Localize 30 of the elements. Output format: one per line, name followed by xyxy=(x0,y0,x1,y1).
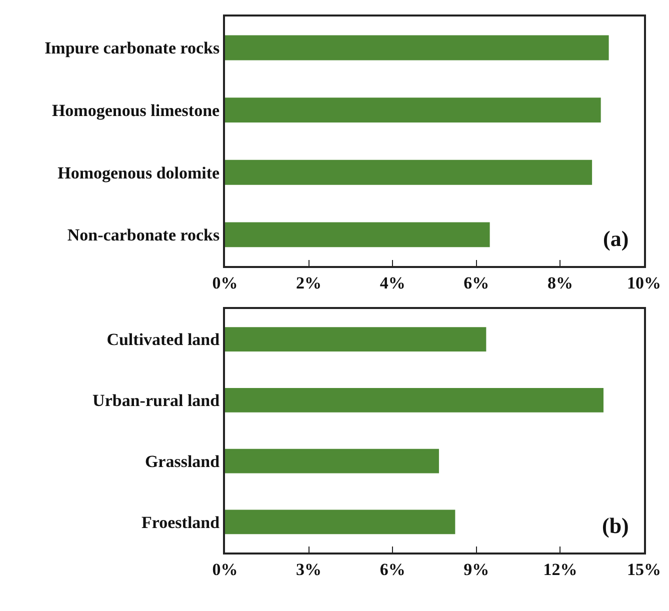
y-tick-label: Homogenous limestone xyxy=(52,101,220,120)
bar xyxy=(225,327,486,352)
x-tick-label: 6% xyxy=(380,560,406,579)
y-tick-label: Non-carbonate rocks xyxy=(67,226,220,245)
annotation: (a) xyxy=(603,226,629,251)
x-tick-label: 15% xyxy=(627,560,661,579)
annotation: (b) xyxy=(602,513,629,538)
x-tick-label: 10% xyxy=(627,273,661,292)
y-tick-label: Impure carbonate rocks xyxy=(44,38,220,58)
bar xyxy=(225,35,609,60)
bar xyxy=(225,388,604,412)
y-tick-label: Grassland xyxy=(144,452,220,471)
x-tick-label: 0% xyxy=(212,560,238,579)
y-tick-label: Cultivated land xyxy=(106,330,220,350)
y-tick-label: Homogenous dolomite xyxy=(58,163,220,182)
x-tick-label: 4% xyxy=(380,273,406,292)
bar xyxy=(225,98,601,123)
y-tick-label: Urban-rural land xyxy=(92,391,220,410)
bar xyxy=(225,160,592,185)
x-tick-label: 2% xyxy=(296,273,322,292)
x-tick-label: 3% xyxy=(296,560,322,579)
bar xyxy=(225,222,490,248)
x-tick-label: 8% xyxy=(547,273,573,292)
x-tick-label: 6% xyxy=(464,273,490,292)
y-tick-label: Froestland xyxy=(142,512,220,532)
bar xyxy=(225,510,456,534)
x-tick-label: 12% xyxy=(543,560,578,579)
bar xyxy=(225,448,439,474)
x-tick-label: 9% xyxy=(464,560,490,579)
x-tick-label: 0% xyxy=(212,273,238,292)
